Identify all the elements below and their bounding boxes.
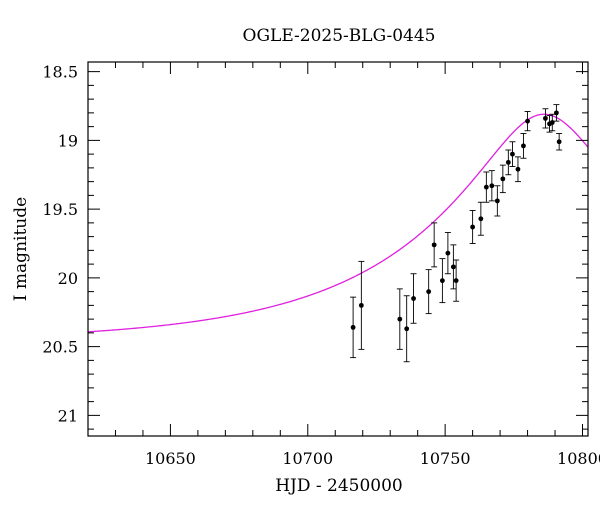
data-point — [350, 296, 357, 359]
x-tick-label: 10650 — [145, 449, 196, 468]
x-tick-label: 10700 — [282, 449, 333, 468]
x-tick-label: 10750 — [420, 449, 471, 468]
x-axis-label: HJD - 2450000 — [275, 476, 403, 496]
data-point — [494, 185, 501, 217]
observation-marker — [525, 118, 530, 124]
data-point — [524, 111, 531, 132]
observation-marker — [426, 289, 432, 295]
observation-marker — [543, 115, 548, 121]
observation-marker — [404, 326, 410, 332]
x-tick-label: 10800 — [557, 449, 600, 468]
observation-marker — [439, 278, 445, 284]
axis-ticks — [87, 62, 588, 436]
observation-marker — [489, 183, 495, 189]
data-point — [542, 108, 549, 129]
model-curve — [88, 113, 588, 333]
y-tick-label: 20 — [58, 269, 78, 288]
observation-marker — [358, 302, 364, 308]
y-tick-label: 19 — [58, 131, 78, 150]
observation-marker — [350, 324, 356, 330]
data-point — [450, 244, 457, 290]
observation-marker — [450, 264, 456, 270]
observation-marker — [445, 250, 451, 256]
observation-marker — [411, 296, 416, 301]
data-point — [358, 260, 365, 350]
data-point — [444, 232, 451, 275]
observation-marker — [453, 278, 459, 284]
data-point — [514, 156, 521, 183]
chart-title: OGLE-2025-BLG-0445 — [243, 26, 436, 46]
observation-marker — [431, 242, 437, 248]
observation-marker — [521, 143, 526, 149]
data-point — [483, 171, 490, 203]
y-tick-label: 18.5 — [42, 63, 78, 82]
y-tick-label: 20.5 — [42, 338, 78, 357]
data-point — [431, 222, 438, 268]
observation-marker — [500, 176, 506, 182]
data-point — [410, 273, 417, 324]
plot-area — [88, 104, 588, 363]
observation-marker — [554, 110, 559, 116]
y-axis-label: I magnitude — [11, 197, 31, 301]
tick-labels: 10650 10700 10750 10800 18.5 19 19.5 20 20.5 21 — [42, 63, 600, 468]
observation-marker — [397, 316, 403, 322]
observation-marker — [515, 166, 521, 172]
y-tick-label: 19.5 — [42, 200, 78, 219]
observation-marker — [505, 159, 511, 165]
data-point — [403, 295, 410, 363]
data-point — [556, 133, 563, 151]
data-point — [469, 210, 476, 244]
data-point — [396, 288, 403, 350]
plot-frame — [87, 61, 589, 437]
data-point — [499, 164, 506, 194]
y-tick-label: 21 — [58, 406, 78, 425]
data-point — [520, 133, 527, 159]
data-point — [425, 269, 432, 315]
observation-marker — [556, 139, 562, 145]
observation-marker — [470, 224, 476, 230]
observation-marker — [510, 151, 515, 157]
data-point — [553, 104, 560, 122]
data-point — [509, 141, 516, 167]
data-point — [477, 201, 484, 236]
observation-marker — [494, 198, 500, 204]
data-point — [453, 259, 460, 302]
data-point — [505, 149, 512, 176]
data-point — [488, 170, 495, 202]
data-point — [439, 258, 446, 304]
observation-marker — [478, 216, 484, 222]
observation-marker — [483, 184, 489, 190]
